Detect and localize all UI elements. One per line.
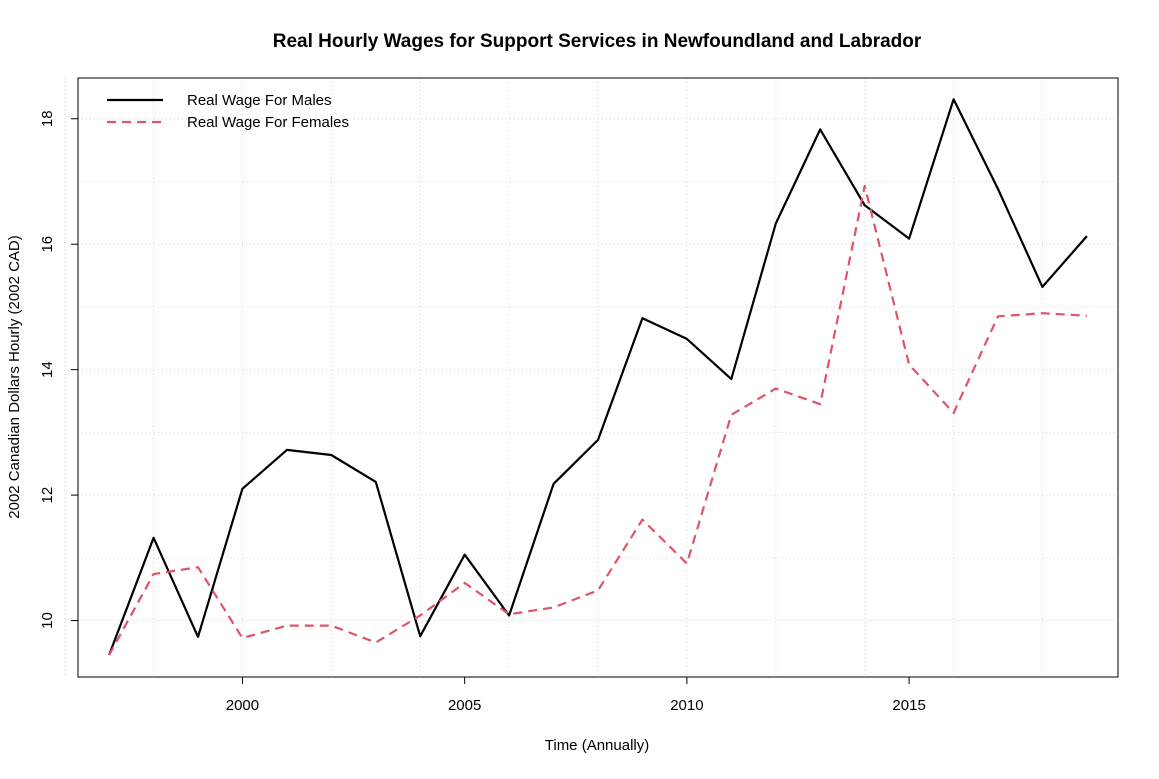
x-tick-label: 2015 xyxy=(892,697,925,714)
y-tick-label: 14 xyxy=(39,361,56,378)
y-tick-label: 18 xyxy=(39,110,56,127)
series-line-females xyxy=(108,184,1087,656)
y-tick-label: 10 xyxy=(39,612,56,629)
plot-frame xyxy=(77,77,1119,678)
y-axis-label: 2002 Canadian Dollars Hourly (2002 CAD) xyxy=(6,235,23,518)
series-line-males xyxy=(108,98,1088,656)
legend-label-females: Real Wage For Females xyxy=(187,114,349,131)
series-lines xyxy=(108,98,1088,656)
y-tick-label: 16 xyxy=(39,236,56,253)
grid xyxy=(64,78,1118,677)
y-tick-label: 12 xyxy=(39,487,56,504)
x-axis-label: Time (Annually) xyxy=(545,737,649,754)
legend-label-males: Real Wage For Males xyxy=(187,92,332,109)
x-tick-label: 2000 xyxy=(226,697,259,714)
axes: 2000 2005 2010 2015 10 12 14 16 18 xyxy=(39,110,926,714)
x-tick-label: 2005 xyxy=(448,697,481,714)
chart-title: Real Hourly Wages for Support Services i… xyxy=(273,31,922,52)
x-tick-label: 2010 xyxy=(670,697,703,714)
legend: Real Wage For Males Real Wage For Females xyxy=(107,92,349,131)
